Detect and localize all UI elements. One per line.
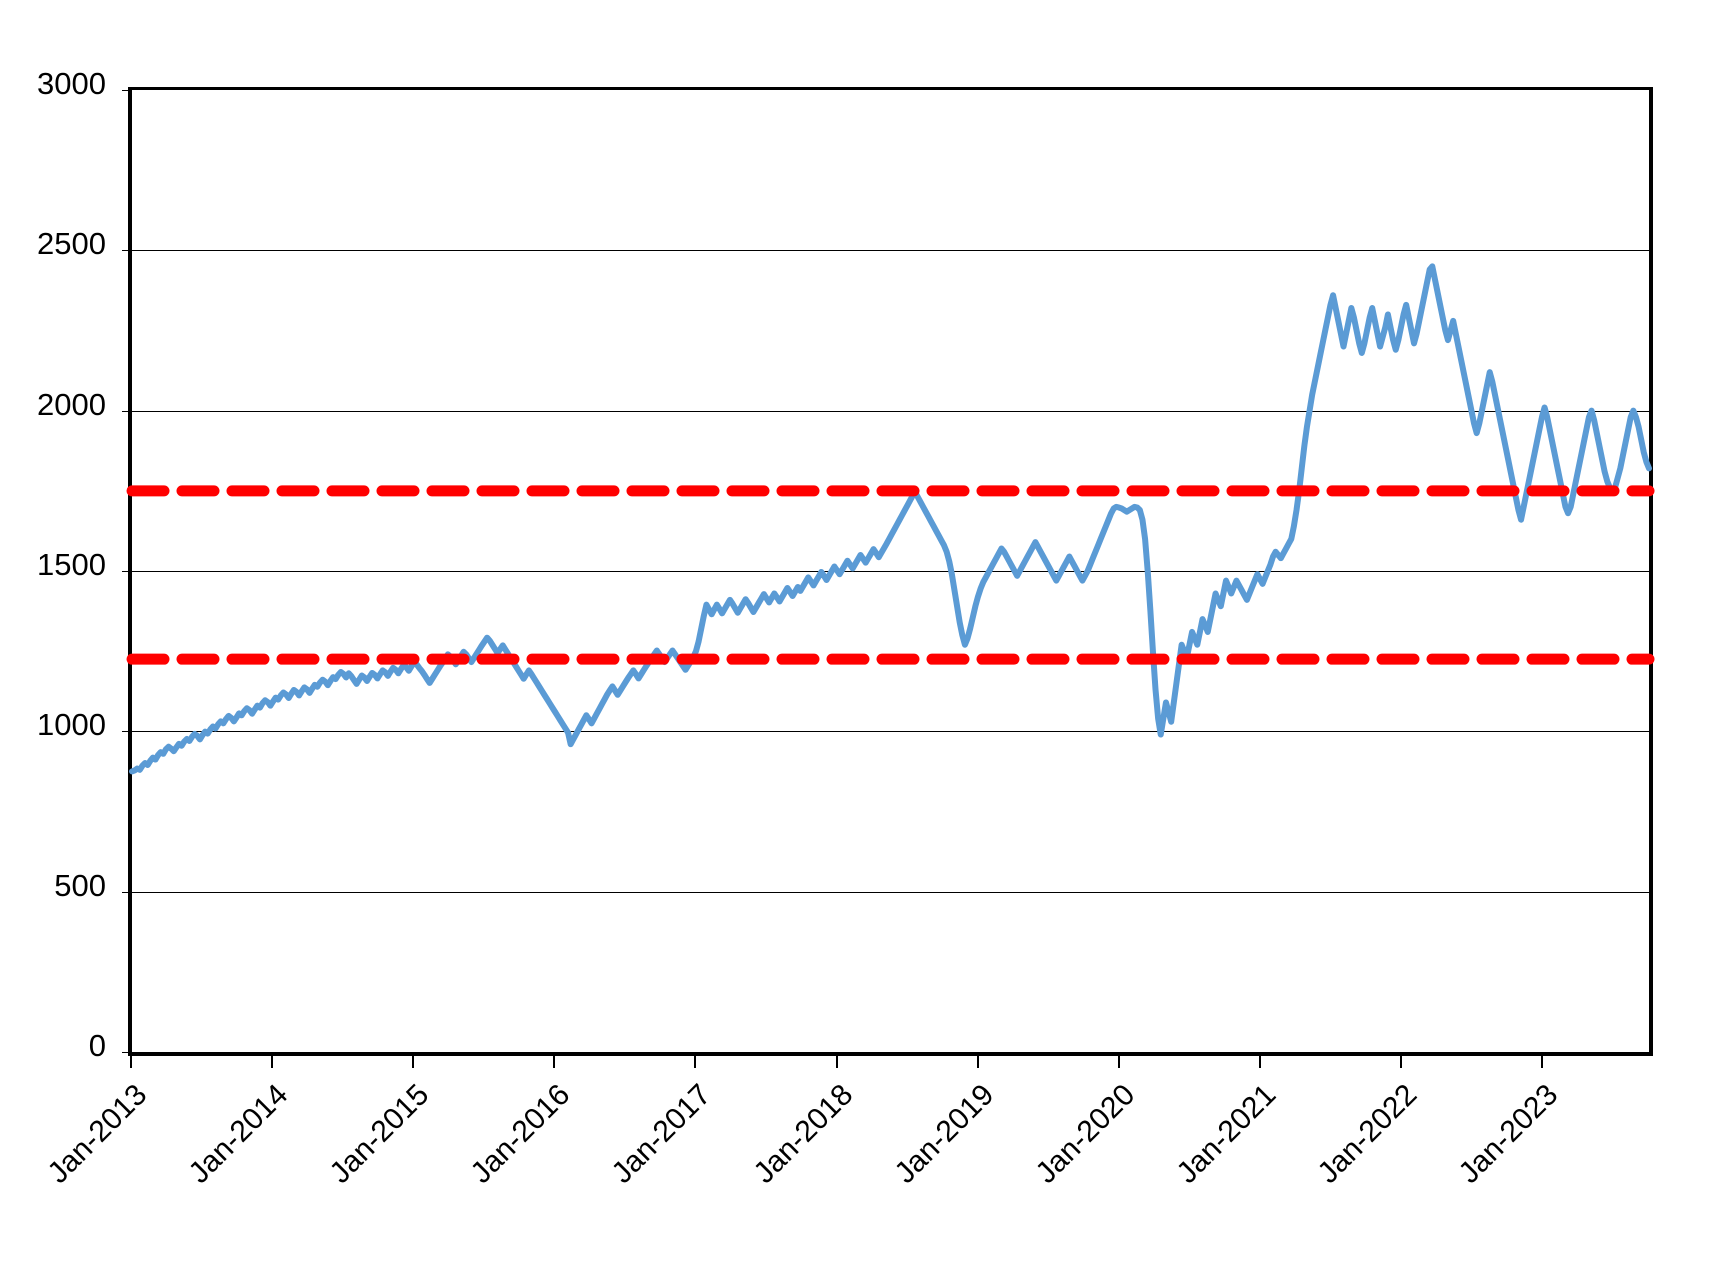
x-axis-label-Jan-2023: Jan-2023 — [1452, 1078, 1565, 1190]
y-axis-label-2000: 2000 — [37, 386, 106, 422]
gridline-1000 — [132, 731, 1649, 733]
x-tick-Jan-2019 — [976, 1056, 979, 1068]
x-tick-Jan-2023 — [1541, 1056, 1544, 1068]
series-line-index — [129, 263, 1652, 775]
x-tick-Jan-2020 — [1117, 1056, 1120, 1068]
x-tick-Jan-2022 — [1400, 1056, 1403, 1068]
y-tick-0 — [122, 1052, 132, 1053]
y-axis-label-0: 0 — [88, 1028, 106, 1063]
reference-lines-layer — [126, 485, 1655, 665]
y-tick-2000 — [122, 410, 132, 412]
y-axis-label-1500: 1500 — [37, 547, 106, 582]
y-axis-label-2500: 2500 — [37, 226, 106, 262]
y-axis-label-500: 500 — [54, 867, 106, 903]
y-tick-1000 — [122, 731, 132, 733]
x-tick-Jan-2017 — [694, 1056, 697, 1068]
x-tick-Jan-2015 — [412, 1056, 415, 1068]
y-tick-1500 — [122, 571, 132, 572]
plot-area — [122, 87, 1655, 1056]
x-tick-Jan-2021 — [1258, 1056, 1261, 1068]
x-tick-Jan-2013 — [130, 1056, 132, 1068]
y-axis-label-3000: 3000 — [37, 66, 106, 101]
gridline-2000 — [132, 410, 1649, 412]
x-tick-Jan-2014 — [271, 1056, 274, 1068]
data-series-layer — [129, 263, 1652, 775]
gridline-2500 — [132, 250, 1649, 252]
y-tick-3000 — [122, 90, 132, 91]
gridline-1500 — [132, 571, 1649, 572]
y-tick-2500 — [122, 250, 132, 252]
y-axis-label-1000: 1000 — [37, 707, 106, 743]
x-tick-Jan-2018 — [835, 1056, 838, 1068]
x-tick-Jan-2016 — [553, 1056, 556, 1068]
gridline-500 — [132, 891, 1649, 893]
y-tick-500 — [122, 891, 132, 893]
